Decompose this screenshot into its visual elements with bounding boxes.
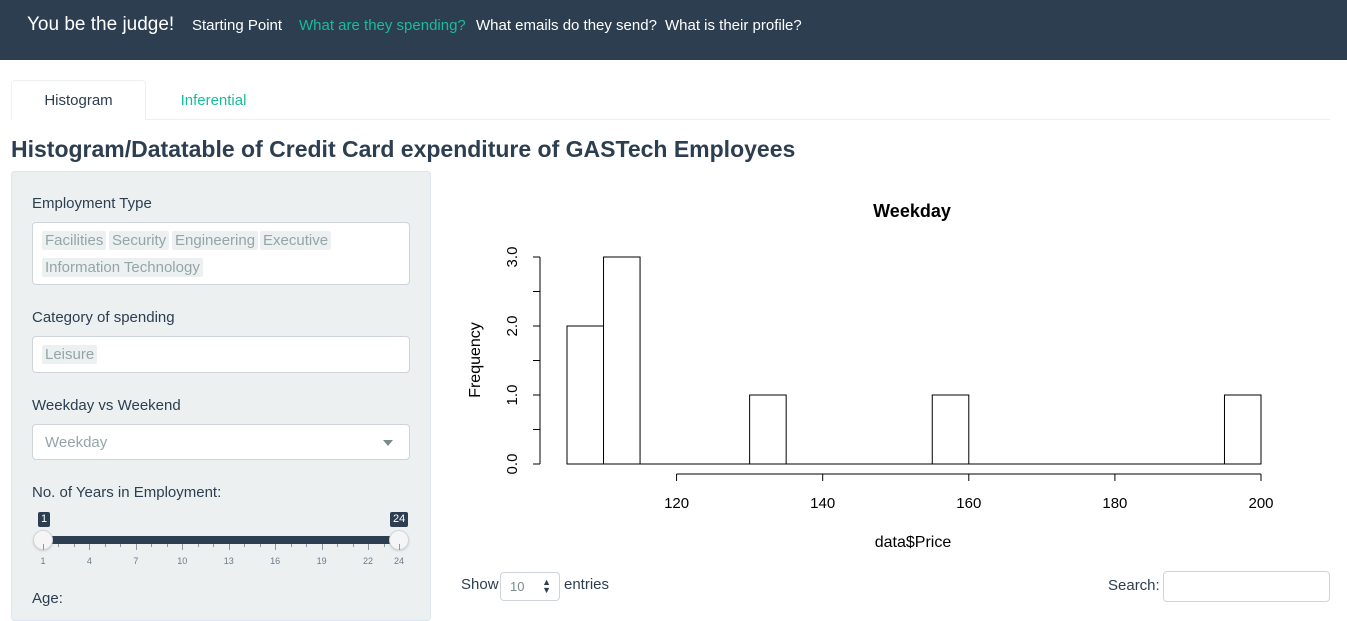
employment-type-label: Employment Type — [32, 195, 152, 212]
y-tick-label: 3.0 — [504, 247, 521, 268]
sort-arrows-icon: ▲ ▼ — [542, 577, 551, 595]
histogram-bar — [566, 325, 605, 465]
y-tick-label: 2.0 — [504, 316, 521, 337]
y-axis-label: Frequency — [467, 322, 484, 398]
dt-show-label: Show — [461, 576, 499, 593]
years-label: No. of Years in Employment: — [32, 484, 222, 501]
slider-tick — [166, 544, 168, 547]
slider-tick-label: 4 — [86, 556, 92, 566]
slider-tick — [368, 544, 370, 550]
weekday-select-value: Weekday — [45, 434, 108, 451]
search-input[interactable] — [1163, 571, 1330, 602]
x-tick-label: 160 — [956, 495, 981, 512]
chip-leisure[interactable]: Leisure — [42, 345, 98, 364]
weekday-label: Weekday vs Weekend — [32, 397, 181, 414]
slider-tick-label: 22 — [363, 556, 374, 566]
slider-tick — [120, 544, 122, 547]
histogram-bar — [1223, 394, 1262, 465]
slider-tick — [275, 544, 277, 550]
chip-information-technology[interactable]: Information Technology — [42, 258, 203, 277]
slider-tick — [352, 544, 354, 547]
histogram-bar — [931, 394, 970, 465]
slider-tick — [73, 544, 75, 547]
slider-tick — [213, 544, 215, 547]
top-navbar: You be the judge! Starting Point What ar… — [0, 0, 1347, 60]
slider-tick-label: 13 — [223, 556, 234, 566]
page-title: Histogram/Datatable of Credit Card expen… — [11, 136, 796, 162]
x-tick-label: 140 — [810, 495, 835, 512]
slider-tick — [383, 544, 385, 547]
slider-tick — [151, 544, 153, 547]
app-brand[interactable]: You be the judge! — [27, 14, 175, 35]
category-label: Category of spending — [32, 309, 175, 326]
histogram-bar — [603, 256, 641, 465]
slider-tick-label: 10 — [177, 556, 188, 566]
slider-tick — [228, 544, 230, 550]
age-label: Age: — [32, 590, 63, 607]
x-tick-label: 120 — [664, 495, 689, 512]
nav-spending[interactable]: What are they spending? — [299, 17, 466, 34]
page-length-value: 10 — [510, 579, 525, 594]
chip-executive[interactable]: Executive — [260, 231, 332, 250]
tab-divider — [146, 119, 1330, 120]
x-tick-label: 180 — [1102, 495, 1127, 512]
slider-tick-label: 19 — [316, 556, 327, 566]
employment-type-select[interactable]: Facilities Security Engineering Executiv… — [32, 222, 410, 285]
slider-tick — [321, 544, 323, 550]
slider-tick — [104, 544, 106, 547]
tab-histogram[interactable]: Histogram — [11, 80, 146, 120]
histogram-plot: Weekday 120 140 160 180 200 data$Price 0.0 1.0 2.… — [446, 185, 1336, 565]
slider-tick — [259, 544, 261, 547]
x-axis-label: data$Price — [875, 534, 952, 551]
slider-tick — [290, 544, 292, 547]
nav-emails[interactable]: What emails do they send? — [476, 17, 657, 34]
y-tick-label: 0.0 — [504, 454, 521, 475]
tab-inferential[interactable]: Inferential — [180, 91, 247, 109]
slider-tick — [337, 544, 339, 547]
slider-tick — [197, 544, 199, 547]
dt-search-label: Search: — [1108, 577, 1160, 594]
chip-security[interactable]: Security — [109, 231, 170, 250]
chart-title: Weekday — [873, 201, 951, 221]
slider-tick — [244, 544, 246, 547]
histogram-bar — [749, 394, 787, 465]
dt-entries-label: entries — [564, 576, 610, 593]
slider-tick — [182, 544, 184, 550]
y-tick-label: 1.0 — [504, 385, 521, 406]
slider-tick-label: 24 — [393, 556, 405, 566]
x-tick-label: 200 — [1248, 495, 1273, 512]
slider-tick-label: 1 — [40, 556, 46, 566]
slider-tick — [135, 544, 137, 550]
chevron-down-icon — [383, 440, 393, 446]
slider-tick-label: 16 — [270, 556, 281, 566]
category-select[interactable]: Leisure — [32, 336, 410, 373]
sidebar-panel: Employment Type Facilities Security Engi… — [11, 171, 431, 621]
years-slider-track[interactable] — [43, 536, 399, 544]
slider-tick — [399, 544, 400, 550]
nav-starting-point[interactable]: Starting Point — [192, 17, 283, 34]
histogram-svg: Weekday 120 140 160 180 200 data$Price 0.0 1.0 2.… — [467, 201, 1274, 551]
slider-tick-label: 7 — [133, 556, 139, 566]
chip-facilities[interactable]: Facilities — [42, 231, 107, 250]
nav-profile[interactable]: What is their profile? — [665, 17, 802, 34]
slider-tick — [58, 544, 60, 547]
slider-tick — [306, 544, 308, 547]
page-length-select[interactable]: 10 ▲ ▼ — [500, 572, 560, 601]
weekday-select[interactable]: Weekday — [32, 424, 410, 460]
slider-tick — [43, 544, 44, 550]
slider-low-value: 1 — [38, 512, 51, 527]
chip-engineering[interactable]: Engineering — [172, 231, 259, 250]
slider-tick — [89, 544, 91, 550]
slider-high-value: 24 — [390, 512, 409, 527]
